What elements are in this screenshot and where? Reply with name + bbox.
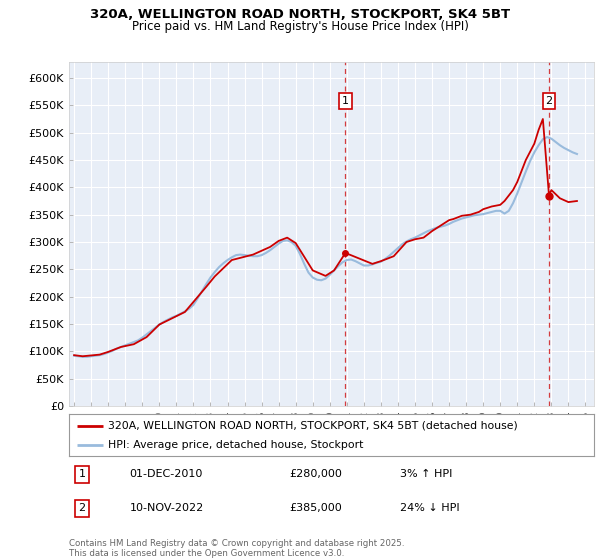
Text: 2: 2 [79,503,86,514]
Text: 24% ↓ HPI: 24% ↓ HPI [400,503,460,514]
Text: 01-DEC-2010: 01-DEC-2010 [130,469,203,479]
Text: Contains HM Land Registry data © Crown copyright and database right 2025.
This d: Contains HM Land Registry data © Crown c… [69,539,404,558]
Text: HPI: Average price, detached house, Stockport: HPI: Average price, detached house, Stoc… [109,440,364,450]
Text: 3% ↑ HPI: 3% ↑ HPI [400,469,452,479]
Text: 10-NOV-2022: 10-NOV-2022 [130,503,203,514]
Text: 320A, WELLINGTON ROAD NORTH, STOCKPORT, SK4 5BT (detached house): 320A, WELLINGTON ROAD NORTH, STOCKPORT, … [109,421,518,431]
Text: £280,000: £280,000 [290,469,343,479]
Text: 2: 2 [545,96,553,106]
Text: £385,000: £385,000 [290,503,342,514]
Text: Price paid vs. HM Land Registry's House Price Index (HPI): Price paid vs. HM Land Registry's House … [131,20,469,33]
Text: 1: 1 [79,469,86,479]
Text: 1: 1 [342,96,349,106]
Text: 320A, WELLINGTON ROAD NORTH, STOCKPORT, SK4 5BT: 320A, WELLINGTON ROAD NORTH, STOCKPORT, … [90,8,510,21]
